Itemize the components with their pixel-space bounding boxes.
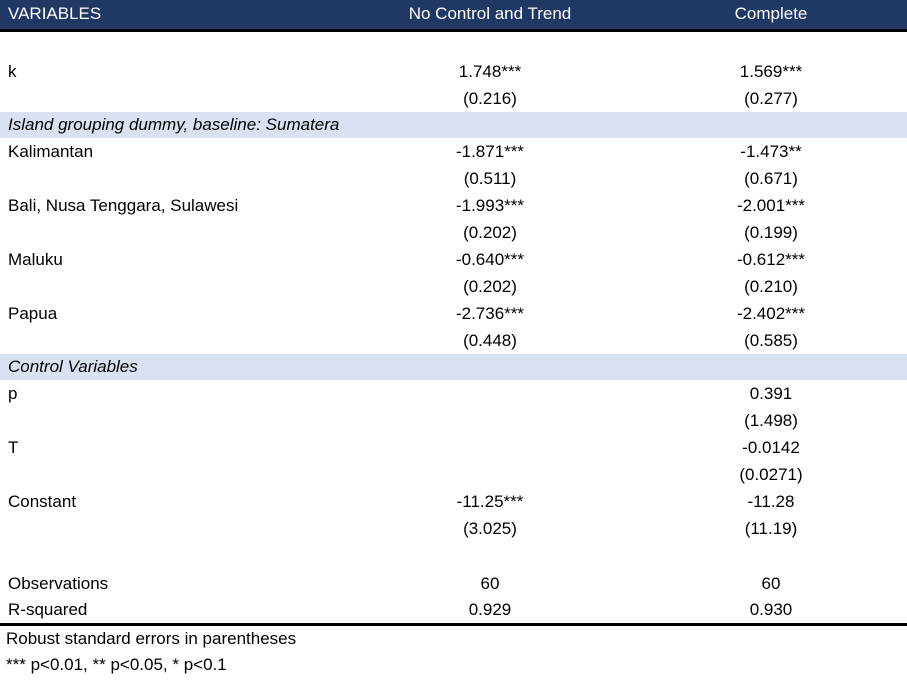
coef-value: -2.736*** xyxy=(455,303,525,323)
coef-value: -1.993*** xyxy=(455,195,525,215)
table-notes: Robust standard errors in parentheses **… xyxy=(0,626,907,678)
coef-row-bali-nusa-tenggara-sulawesi: Bali, Nusa Tenggara, Sulawesi -1.993*** … xyxy=(0,192,907,219)
std-error: (11.19) xyxy=(744,518,798,538)
coef-value: 1.569*** xyxy=(739,61,803,81)
table-header-row: VARIABLES No Control and Trend Complete xyxy=(0,0,907,32)
header-model-no-control-trend: No Control and Trend xyxy=(345,0,635,32)
note-significance-levels: *** p<0.01, ** p<0.05, * p<0.1 xyxy=(6,654,227,674)
stats-row-r-squared: R-squared 0.929 0.930 xyxy=(0,597,907,626)
coef-row-papua: Papua -2.736*** -2.402*** xyxy=(0,300,907,327)
stat-name: Observations xyxy=(8,573,109,593)
coef-row-t: T -0.0142 xyxy=(0,434,907,461)
coef-value: 1.748*** xyxy=(458,61,522,81)
variable-name: T xyxy=(8,437,19,457)
se-row-k: (0.216) (0.277) xyxy=(0,85,907,112)
coef-row-k: k 1.748*** 1.569*** xyxy=(0,58,907,85)
se-row-t: (0.0271) xyxy=(0,461,907,488)
std-error: (0.210) xyxy=(744,276,798,296)
std-error: (3.025) xyxy=(463,518,517,538)
coef-value: -2.001*** xyxy=(736,195,806,215)
section-row-island-grouping: Island grouping dummy, baseline: Sumater… xyxy=(0,112,907,138)
std-error: (0.199) xyxy=(744,222,798,242)
stats-row-observations: Observations 60 60 xyxy=(0,570,907,597)
coef-row-kalimantan: Kalimantan -1.871*** -1.473** xyxy=(0,138,907,165)
header-variables: VARIABLES xyxy=(0,0,345,32)
section-title: Control Variables xyxy=(0,354,907,380)
stat-value: 60 xyxy=(480,573,500,593)
se-row-papua: (0.448) (0.585) xyxy=(0,327,907,354)
stat-value: 0.930 xyxy=(635,597,907,626)
stat-value: 0.929 xyxy=(345,597,635,626)
coef-row-constant: Constant -11.25*** -11.28 xyxy=(0,488,907,515)
spacer-row xyxy=(0,30,907,58)
se-row-bali-nusa-tenggara-sulawesi: (0.202) (0.199) xyxy=(0,219,907,246)
coef-value: -11.25*** xyxy=(456,491,524,511)
se-row-constant: (3.025) (11.19) xyxy=(0,515,907,542)
variable-name: Kalimantan xyxy=(8,141,94,161)
header-model-complete: Complete xyxy=(635,0,907,32)
std-error: (0.277) xyxy=(744,88,798,108)
stat-value: 60 xyxy=(761,573,781,593)
std-error: (0.511) xyxy=(463,168,517,188)
se-row-kalimantan: (0.511) (0.671) xyxy=(0,165,907,192)
coef-value: -0.640*** xyxy=(455,249,525,269)
coef-value: -0.0142 xyxy=(742,437,800,457)
variable-name: p xyxy=(8,383,18,403)
coef-value xyxy=(345,380,635,407)
coef-value: -2.402*** xyxy=(736,303,806,323)
coef-row-maluku: Maluku -0.640*** -0.612*** xyxy=(0,246,907,273)
std-error: (0.202) xyxy=(463,222,517,242)
stat-name: R-squared xyxy=(0,597,345,626)
coef-value: -1.473** xyxy=(740,141,802,161)
variable-name: k xyxy=(8,61,17,81)
se-row-p: (1.498) xyxy=(0,407,907,434)
std-error: (0.202) xyxy=(463,276,517,296)
std-error: (0.0271) xyxy=(739,464,803,484)
std-error: (0.448) xyxy=(463,330,517,350)
coef-value: -1.871*** xyxy=(455,141,525,161)
note-robust-se: Robust standard errors in parentheses xyxy=(6,628,297,648)
coef-value: -0.612*** xyxy=(736,249,806,269)
std-error xyxy=(345,461,635,488)
std-error: (1.498) xyxy=(744,410,798,430)
variable-name: Maluku xyxy=(8,249,63,269)
coef-value xyxy=(345,434,635,461)
se-row-maluku: (0.202) (0.210) xyxy=(0,273,907,300)
std-error: (0.585) xyxy=(744,330,798,350)
variable-name: Constant xyxy=(8,491,77,511)
std-error: (0.671) xyxy=(744,168,798,188)
section-row-control-variables: Control Variables xyxy=(0,354,907,380)
coef-value: -11.28 xyxy=(747,491,795,511)
section-title: Island grouping dummy, baseline: Sumater… xyxy=(0,112,907,138)
std-error xyxy=(345,407,635,434)
std-error: (0.216) xyxy=(463,88,517,108)
coef-value: 0.391 xyxy=(749,383,793,403)
regression-table: VARIABLES No Control and Trend Complete … xyxy=(0,0,907,626)
spacer-row xyxy=(0,542,907,570)
coef-row-p: p 0.391 xyxy=(0,380,907,407)
variable-name: Papua xyxy=(8,303,58,323)
variable-name: Bali, Nusa Tenggara, Sulawesi xyxy=(8,195,239,215)
